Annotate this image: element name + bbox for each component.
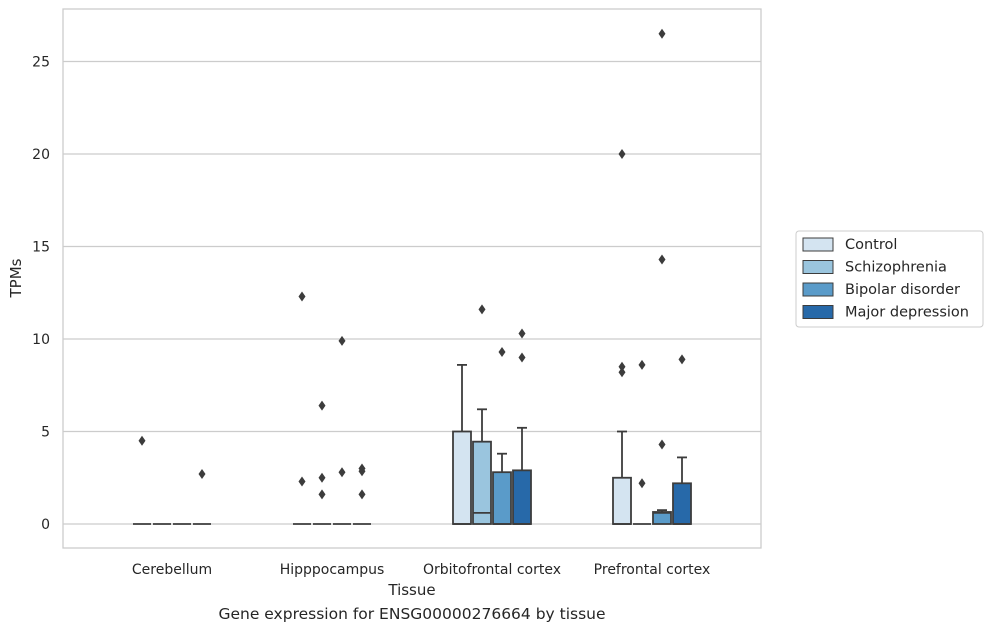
outlier-point [618,149,626,159]
outlier-point [678,354,686,365]
legend-swatch [802,282,834,297]
outlier-point [658,28,666,39]
series-major-depression [193,328,692,525]
box [672,482,692,525]
figure-caption: Gene expression for ENSG00000276664 by t… [218,605,606,623]
x-axis-title: Tissue [387,581,435,599]
outlier-point [618,361,626,372]
box [512,469,532,525]
legend-swatch [802,305,834,319]
legend-swatch [802,237,834,252]
outlier-point [138,435,146,446]
series-schizophrenia [153,304,651,525]
box [492,471,512,525]
outlier-point [318,400,326,411]
series-bipolar-disorder [173,28,672,525]
x-tick-labels: Cerebellum Hipppocampus Orbitofrontal cort… [132,562,710,578]
outlier-point [198,469,206,480]
y-tick-label: 0 [41,517,50,533]
outlier-point [338,467,346,478]
gridlines [63,60,761,525]
outlier-point [318,472,326,483]
outlier-point [358,489,366,500]
legend-swatch [802,260,834,274]
outlier-point [518,352,526,363]
box [472,440,492,525]
legend: Control Schizophrenia Bipolar disorder Majo… [795,230,984,328]
outlier-point [298,476,306,487]
x-tick-label: Hipppocampus [280,562,385,578]
x-tick-label: Cerebellum [132,562,212,578]
x-tick-label: Prefrontal cortex [594,562,711,578]
legend-label: Major depression [845,305,969,321]
box [612,476,632,525]
outlier-point [638,478,646,489]
outlier-point [318,489,326,500]
x-tick-label: Orbitofrontal cortex [423,562,561,578]
boxes [133,28,692,525]
outlier-point [498,346,506,357]
y-axis-title: TPMs [7,258,25,298]
y-tick-label: 25 [32,55,50,71]
y-tick-label: 10 [32,332,50,348]
legend-frame [795,230,984,328]
legend-label: Control [845,237,897,253]
y-tick-label: 15 [32,240,50,256]
series-control [133,149,632,525]
outlier-point [618,367,626,378]
box [452,430,472,525]
y-tick-label: 20 [32,147,50,163]
y-tick-label: 5 [41,425,50,441]
legend-label: Schizophrenia [845,260,947,276]
plot-frame [62,8,762,549]
outlier-point [638,359,646,370]
outlier-point [338,335,346,346]
outlier-point [658,439,666,450]
outlier-point [658,254,666,265]
outlier-point [478,304,486,315]
outlier-point [358,466,366,477]
y-tick-labels: 0 5 10 15 20 25 [32,55,50,534]
outlier-point [518,328,526,339]
outlier-point [298,291,306,302]
legend-label: Bipolar disorder [845,282,960,298]
box [652,511,672,525]
